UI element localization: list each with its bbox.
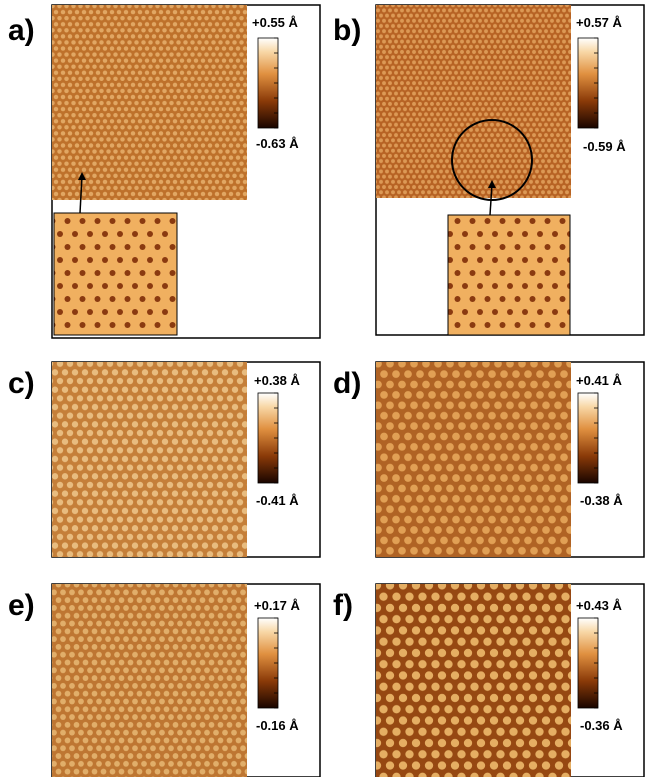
colorbar-min: -0.38 Å: [580, 493, 623, 508]
colorbar-min: -0.16 Å: [256, 718, 299, 733]
stm-shade: [376, 5, 571, 198]
panel-label: e): [8, 589, 35, 622]
panel-label: a): [8, 14, 35, 47]
colorbar-max: +0.17 Å: [254, 598, 301, 613]
inset-image: [448, 215, 570, 335]
colorbar-max: +0.55 Å: [252, 15, 299, 30]
colorbar-max: +0.38 Å: [254, 373, 301, 388]
panel-label: f): [333, 589, 353, 622]
colorbar-max: +0.57 Å: [576, 15, 623, 30]
stm-shade: [52, 362, 247, 557]
stm-shade: [376, 362, 571, 557]
panel-label: c): [8, 367, 35, 400]
colorbar-max: +0.43 Å: [576, 598, 623, 613]
figure: a) +0.55 Å -0.63 Å b) +0.57 Å -0.59 Å c) +0.38 …: [0, 0, 651, 777]
stm-shade: [376, 584, 571, 777]
colorbar-min: -0.63 Å: [256, 136, 299, 151]
colorbar-max: +0.41 Å: [576, 373, 623, 388]
stm-shade: [52, 584, 247, 777]
colorbar-min: -0.59 Å: [583, 139, 626, 154]
panel-label: d): [333, 367, 361, 400]
panel-label: b): [333, 14, 361, 47]
colorbar-min: -0.36 Å: [580, 718, 623, 733]
inset-image: [54, 213, 177, 335]
colorbar-min: -0.41 Å: [256, 493, 299, 508]
stm-shade: [52, 5, 247, 200]
